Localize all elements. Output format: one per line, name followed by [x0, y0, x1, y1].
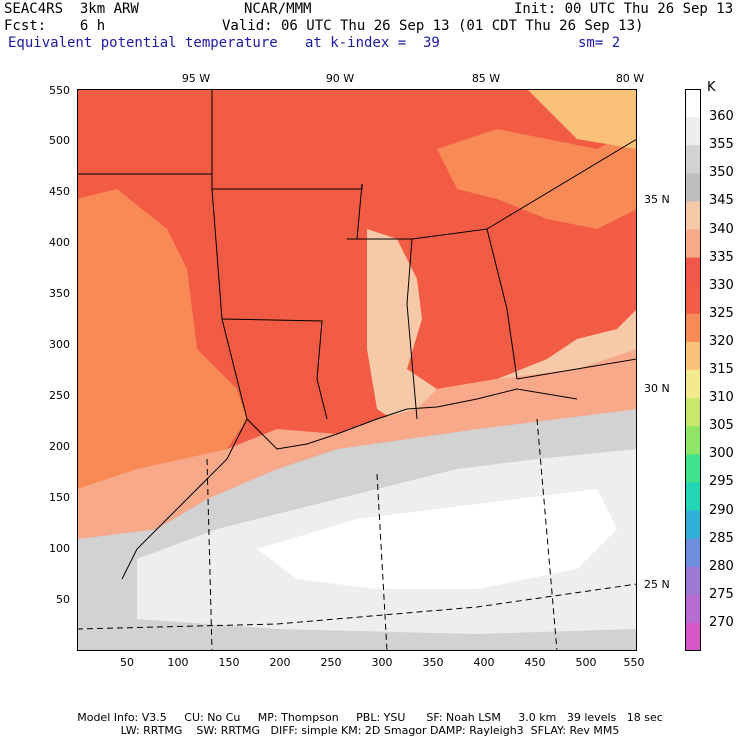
y-tick: 500 — [49, 134, 70, 147]
colorbar-swatch — [685, 201, 701, 230]
colorbar-level-label: 320 — [709, 333, 734, 349]
y-tick: 350 — [49, 287, 70, 300]
colorbar-unit: K — [707, 80, 716, 95]
colorbar-swatch — [685, 257, 701, 287]
colorbar-swatch — [685, 482, 701, 511]
gulf-coast-salmon — [77, 349, 637, 539]
colorbar-swatch — [685, 117, 701, 146]
x-tick: 100 — [167, 656, 189, 669]
colorbar-level-label: 360 — [709, 109, 734, 125]
model-title: SEAC4RS 3km ARW — [4, 1, 139, 17]
smoothing-label: sm= 2 — [578, 35, 621, 51]
x-tick: 500 — [575, 656, 597, 669]
colorbar-level-label: 340 — [709, 221, 734, 237]
y-tick: 100 — [49, 542, 70, 555]
colorbar-swatch — [685, 510, 701, 540]
theta-e-map — [77, 89, 637, 651]
lon-label-85w: 85 W — [471, 72, 501, 85]
valid-time: Valid: 06 UTC Thu 26 Sep 13 (01 CDT Thu … — [222, 18, 644, 34]
x-tick: 550 — [623, 656, 645, 669]
y-tick: 50 — [56, 593, 70, 606]
lon-label-90w: 90 W — [325, 72, 355, 85]
colorbar-level-label: 325 — [709, 305, 734, 321]
colorbar-swatch — [685, 594, 701, 624]
y-tick: 300 — [49, 338, 70, 351]
colorbar-swatch — [685, 89, 701, 118]
colorbar-swatch — [685, 173, 701, 202]
y-tick: 200 — [49, 440, 70, 453]
colorbar-level-label: 335 — [709, 249, 734, 265]
field-name: Equivalent potential temperature — [8, 35, 278, 51]
texas-orange-region — [77, 189, 247, 489]
colorbar-swatch — [685, 426, 701, 455]
footer-line-2: LW: RRTMG SW: RRTMG DIFF: simple KM: 2D … — [120, 724, 620, 737]
init-time: Init: 00 UTC Thu 26 Sep 13 — [514, 1, 734, 17]
y-tick: 400 — [49, 236, 70, 249]
colorbar-swatch — [685, 285, 701, 315]
colorbar-level-label: 300 — [709, 446, 734, 462]
lon-label-95w: 95 W — [181, 72, 211, 85]
ne-pale-region — [527, 89, 637, 149]
org-label: NCAR/MMM — [244, 1, 312, 17]
forecast-hour: Fcst: 6 h — [4, 18, 106, 34]
colorbar-level-label: 305 — [709, 418, 734, 434]
colorbar-swatch — [685, 538, 701, 568]
colorbar-swatch — [685, 370, 701, 399]
colorbar-level-label: 350 — [709, 165, 734, 181]
x-tick: 250 — [320, 656, 342, 669]
x-tick: 350 — [422, 656, 444, 669]
colorbar-level-label: 310 — [709, 390, 734, 406]
north-orange-region — [437, 129, 637, 229]
colorbar-level-label: 315 — [709, 362, 734, 377]
lon-label-80w: 80 W — [615, 72, 645, 85]
colorbar — [685, 89, 701, 651]
x-tick: 450 — [524, 656, 546, 669]
x-tick: 400 — [473, 656, 495, 669]
lat-label-30n: 30 N — [644, 382, 670, 395]
grid-lines — [77, 418, 637, 651]
colorbar-swatch — [685, 341, 701, 371]
colorbar-swatch — [685, 454, 701, 483]
colorbar-swatch — [685, 229, 701, 259]
colorbar-level-label: 280 — [709, 558, 734, 574]
colorbar-level-label: 345 — [709, 193, 734, 209]
colorbar-level-label: 275 — [709, 586, 734, 602]
footer-line-1: Model Info: V3.5 CU: No Cu MP: Thompson … — [77, 711, 663, 724]
colorbar-swatch — [685, 398, 701, 427]
x-tick: 300 — [371, 656, 393, 669]
colorbar-swatch — [685, 313, 701, 343]
colorbar-level-label: 285 — [709, 530, 734, 546]
y-tick: 250 — [49, 389, 70, 402]
colorbar-swatch — [685, 622, 701, 651]
colorbar-level-label: 295 — [709, 474, 734, 490]
boundaries — [77, 89, 637, 580]
gulf-water-white — [257, 489, 617, 589]
x-tick: 50 — [120, 656, 134, 669]
level-label: at k-index = 39 — [305, 35, 440, 51]
colorbar-level-label: 290 — [709, 502, 734, 518]
y-tick: 150 — [49, 491, 70, 504]
colorbar-level-label: 330 — [709, 277, 734, 293]
x-tick: 200 — [269, 656, 291, 669]
y-tick: 450 — [49, 185, 70, 198]
lat-label-35n: 35 N — [644, 193, 670, 206]
colorbar-level-label: 270 — [709, 614, 734, 630]
colorbar-swatch — [685, 566, 701, 596]
y-tick: 550 — [49, 84, 70, 97]
lat-label-25n: 25 N — [644, 578, 670, 591]
colorbar-level-label: 355 — [709, 137, 734, 153]
x-tick: 150 — [218, 656, 240, 669]
colorbar-swatch — [685, 145, 701, 174]
